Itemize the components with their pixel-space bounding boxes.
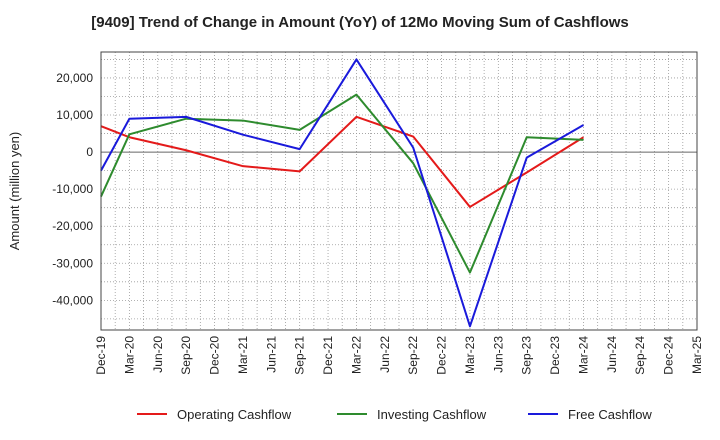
y-axis-label: Amount (million yen) [7,132,22,251]
x-tick-label: Jun-21 [264,336,278,373]
y-tick-label: -10,000 [52,182,93,196]
series-line [100,93,584,274]
y-tick-label: -30,000 [52,256,93,270]
y-tick-label: 10,000 [56,108,93,122]
y-tick-label: 0 [86,145,93,159]
y-tick-label: 20,000 [56,71,93,85]
y-tick-label: -20,000 [52,219,93,233]
x-tick-label: Sep-23 [520,336,534,375]
x-tick-label: Dec-23 [548,336,562,375]
x-tick-label: Dec-20 [208,336,222,375]
x-tick-label: Mar-22 [349,336,363,374]
legend: Operating Cashflow Investing Cashflow Free… [137,407,652,422]
x-tick-label: Jun-24 [605,336,619,373]
x-tick-label: Sep-24 [633,336,647,375]
grid-lines [101,52,697,330]
x-tick-label: Mar-20 [122,336,136,374]
plot-frame [100,51,698,331]
x-tick-label: Mar-25 [690,336,704,374]
series-line [100,58,584,328]
legend-label: Operating Cashflow [177,407,292,422]
chart-title: [9409] Trend of Change in Amount (YoY) o… [91,14,629,31]
x-tick-label: Dec-24 [662,336,676,375]
x-tick-label: Mar-23 [463,336,477,374]
x-tick-label: Sep-22 [406,336,420,375]
series-line [100,115,585,208]
legend-label: Free Cashflow [568,407,652,422]
x-tick-label: Mar-21 [236,336,250,374]
x-tick-label: Mar-24 [576,336,590,374]
x-tick-label: Sep-20 [179,336,193,375]
x-tick-label: Dec-19 [94,336,108,375]
x-tick-label: Sep-21 [293,336,307,375]
series-lines [100,58,585,328]
x-tick-label: Jun-22 [378,336,392,373]
y-tick-labels: 20,000 10,000 0 -10,000 -20,000 -30,000 -40,00… [52,71,93,307]
legend-label: Investing Cashflow [377,407,487,422]
x-tick-label: Dec-21 [321,336,335,375]
x-tick-label: Jun-20 [151,336,165,373]
y-tick-label: -40,000 [52,293,93,307]
x-tick-label: Dec-22 [435,336,449,375]
x-tick-label: Jun-23 [491,336,505,373]
x-tick-labels: Dec-19 Mar-20 Jun-20 Sep-20 Dec-20 Mar-21 Jun-… [94,336,704,375]
